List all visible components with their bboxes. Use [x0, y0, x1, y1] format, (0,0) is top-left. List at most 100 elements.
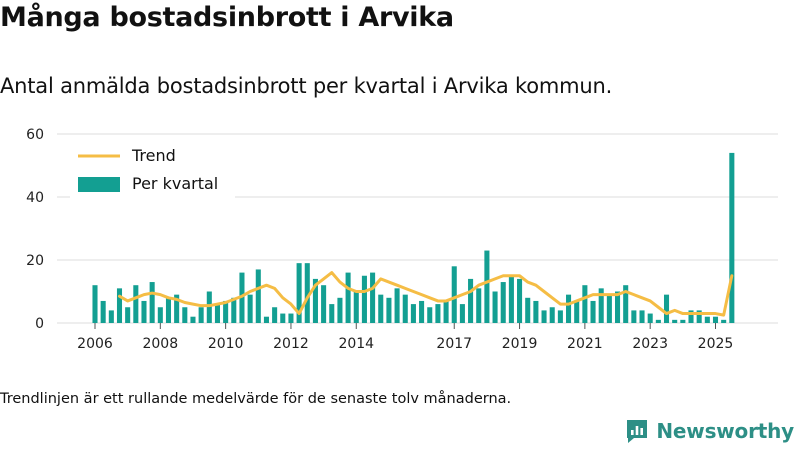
bar: [721, 319, 727, 323]
bar: [566, 294, 572, 323]
bar: [280, 313, 286, 323]
legend-bar-label: Per kvartal: [132, 174, 218, 193]
bar: [484, 250, 490, 323]
bar: [296, 263, 302, 323]
bar: [165, 297, 172, 323]
bar: [419, 300, 425, 323]
bar: [729, 152, 735, 323]
bar: [508, 275, 514, 323]
bar: [108, 310, 114, 323]
bar: [272, 307, 278, 323]
bar: [198, 307, 204, 323]
x-tick-label: 2006: [77, 336, 113, 352]
bar: [157, 307, 163, 323]
bar: [541, 310, 547, 323]
bar: [247, 294, 253, 323]
bar: [353, 291, 359, 323]
x-tick-label: 2025: [698, 336, 734, 352]
bar: [394, 288, 400, 323]
bar: [639, 310, 645, 323]
bar: [116, 288, 123, 323]
bar-line-chart: 0 20 40 60 2006 2008 2010 2012 2014 2017 2019 2021 2…: [26, 127, 778, 352]
bar: [312, 278, 318, 323]
bar: [517, 278, 523, 323]
bar: [223, 300, 229, 323]
bar: [655, 319, 661, 323]
bar: [329, 304, 335, 323]
bar: [370, 272, 376, 323]
bar: [696, 310, 702, 323]
bar: [378, 294, 384, 323]
trend-line: [117, 271, 734, 317]
footnote: Trendlinjen är ett rullande medelvärde f…: [0, 391, 512, 407]
x-tick-label: 2014: [338, 336, 374, 352]
bar: [345, 272, 351, 323]
bar: [459, 304, 465, 323]
bar: [182, 307, 188, 323]
bar: [615, 291, 621, 323]
bar: [704, 316, 710, 323]
bar: [598, 288, 604, 323]
bar: [402, 294, 408, 323]
bar: [606, 294, 612, 323]
bar: [500, 282, 506, 323]
bar: [361, 275, 367, 323]
y-tick-label: 20: [26, 253, 44, 269]
bar: [435, 304, 441, 323]
bar: [141, 300, 147, 323]
bar: [688, 310, 694, 323]
bar: [288, 313, 294, 323]
bar: [263, 316, 269, 323]
y-tick-label: 0: [35, 316, 44, 332]
bar: [712, 316, 719, 323]
bar: [557, 310, 563, 323]
bar: [476, 288, 482, 323]
bar: [443, 300, 449, 323]
bar: [549, 307, 555, 323]
legend-bar-swatch: [78, 177, 120, 192]
bar: [100, 300, 106, 323]
chart-subtitle: Antal anmälda bostadsinbrott per kvartal…: [0, 74, 613, 98]
bar: [468, 278, 474, 323]
bar: [386, 297, 392, 323]
bar: [525, 297, 531, 323]
x-tick-label: 2017: [436, 336, 472, 352]
bar: [190, 316, 196, 323]
bar: [304, 263, 310, 323]
brand-name: Newsworthy: [656, 419, 794, 443]
x-tick-label: 2012: [273, 336, 309, 352]
x-tick-label: 2010: [208, 336, 244, 352]
y-tick-label: 40: [26, 190, 44, 206]
bar: [582, 285, 588, 323]
bar: [533, 300, 539, 323]
x-tick-label: 2021: [567, 336, 603, 352]
bar: [574, 300, 580, 323]
legend-trend-label: Trend: [131, 146, 176, 165]
bar: [623, 285, 629, 323]
newsworthy-logo-icon: [627, 420, 648, 443]
bar: [427, 307, 433, 323]
bar: [214, 304, 220, 323]
bar: [631, 310, 637, 323]
bar: [321, 285, 327, 323]
bar: [590, 300, 596, 323]
y-tick-label: 60: [26, 127, 44, 143]
bar: [206, 291, 212, 323]
bar: [663, 294, 670, 323]
bar: [255, 269, 261, 323]
bar: [337, 297, 343, 323]
x-tick-label: 2008: [142, 336, 178, 352]
chart-title: Många bostadsinbrott i Arvika: [0, 2, 454, 33]
brand-logo: Newsworthy: [625, 418, 794, 444]
bar: [680, 319, 686, 323]
bar: [92, 285, 98, 323]
bar: [174, 294, 180, 323]
bar: [451, 266, 457, 323]
bar: [410, 304, 416, 323]
bar: [231, 297, 237, 323]
bar: [133, 285, 139, 323]
x-tick-label: 2019: [502, 336, 538, 352]
bar: [492, 291, 498, 323]
bar: [647, 313, 653, 323]
x-tick-label: 2023: [632, 336, 668, 352]
